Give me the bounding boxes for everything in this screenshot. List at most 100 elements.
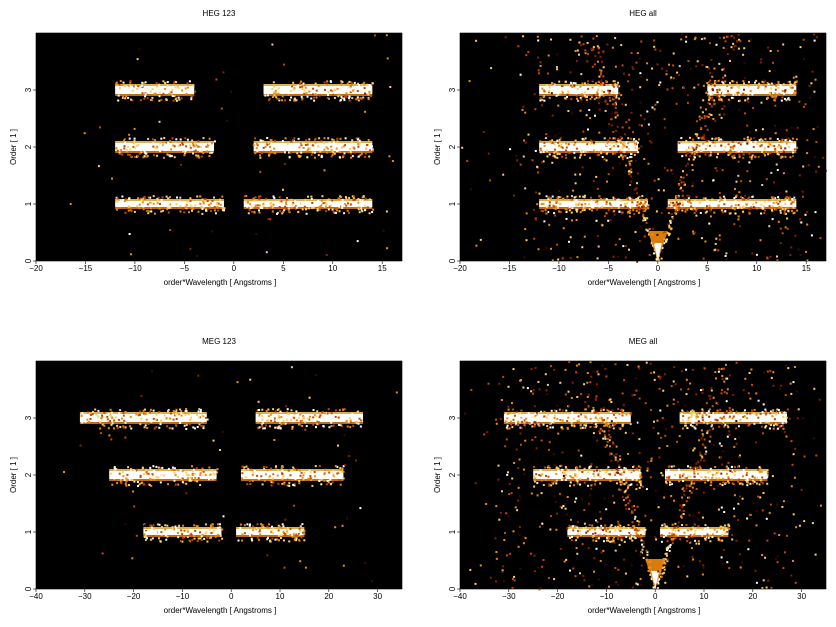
speckle (215, 202, 218, 205)
speckle (315, 89, 318, 92)
speckle (259, 156, 262, 159)
speckle (149, 477, 152, 480)
speckle (168, 427, 171, 430)
speckle (323, 473, 326, 476)
speckle (186, 477, 189, 480)
speckle (636, 527, 639, 530)
speckle (604, 446, 607, 448)
speckle (621, 482, 624, 485)
speckle (170, 412, 172, 415)
speckle (351, 89, 354, 92)
speckle (793, 211, 796, 214)
speckle (554, 214, 557, 217)
speckle (677, 183, 680, 185)
speckle (141, 481, 144, 484)
speckle (589, 361, 592, 364)
speckle (660, 534, 663, 537)
speckle (619, 139, 622, 142)
speckle (722, 528, 725, 531)
speckle (152, 154, 155, 157)
speckle (727, 154, 730, 156)
speckle (597, 245, 600, 248)
speckle (654, 536, 657, 539)
speckle (640, 75, 643, 78)
speckle (586, 60, 589, 63)
speckle (270, 142, 273, 145)
speckle (784, 394, 787, 397)
speckle (174, 98, 177, 101)
speckle (303, 532, 306, 535)
speckle (133, 142, 135, 145)
speckle (617, 469, 619, 472)
speckle (149, 408, 152, 411)
speckle (650, 244, 652, 247)
speckle (101, 414, 103, 417)
speckle (708, 207, 711, 210)
speckle (639, 472, 642, 474)
speckle (524, 187, 527, 190)
speckle (623, 419, 626, 422)
speckle (691, 526, 694, 529)
speckle (127, 145, 130, 148)
speckle (698, 155, 701, 158)
speckle (122, 425, 125, 428)
speckle (189, 247, 192, 250)
speckle (725, 47, 728, 50)
speckle (298, 155, 301, 158)
speckle (321, 475, 324, 477)
speckle (199, 410, 202, 413)
band-fringe (679, 422, 787, 424)
speckle (653, 39, 656, 42)
speckle (135, 144, 138, 147)
speckle (173, 81, 176, 84)
speckle (252, 197, 255, 200)
band-fringe (236, 527, 305, 529)
speckle (681, 488, 684, 491)
speckle (550, 38, 552, 41)
speckle (250, 534, 253, 537)
speckle (665, 482, 668, 485)
speckle (628, 160, 631, 163)
speckle (592, 370, 595, 373)
speckle (674, 529, 677, 532)
speckle (332, 93, 335, 96)
panel-3: MEG all−40 −30 −20 −10 0 10 20 300123order*Wave… (433, 337, 827, 615)
speckle (770, 171, 773, 174)
speckle (130, 468, 132, 471)
speckle (351, 155, 354, 158)
speckle (738, 155, 741, 158)
speckle (752, 206, 755, 209)
speckle (702, 137, 705, 140)
speckle (616, 482, 618, 485)
speckle (267, 419, 270, 422)
speckle (721, 377, 724, 380)
x-tick-label: −10 (552, 264, 566, 273)
speckle (326, 80, 329, 83)
speckle (152, 145, 155, 148)
speckle (304, 83, 307, 86)
speckle (641, 206, 644, 209)
speckle (590, 375, 593, 378)
speckle (208, 155, 211, 157)
speckle (323, 148, 326, 151)
speckle (646, 553, 649, 556)
speckle (360, 419, 363, 422)
speckle (637, 534, 640, 537)
speckle (285, 201, 287, 204)
speckle (149, 90, 152, 93)
speckle (543, 141, 546, 144)
speckle (579, 423, 582, 426)
speckle (197, 210, 200, 213)
speckle (304, 566, 307, 569)
speckle (141, 92, 144, 95)
speckle (182, 536, 185, 539)
speckle (201, 198, 204, 201)
speckle (200, 535, 203, 538)
speckle (181, 470, 184, 473)
speckle (363, 81, 366, 84)
speckle (144, 92, 147, 95)
speckle (716, 156, 718, 159)
speckle (788, 146, 791, 149)
speckle (317, 84, 320, 87)
speckle (577, 99, 580, 102)
